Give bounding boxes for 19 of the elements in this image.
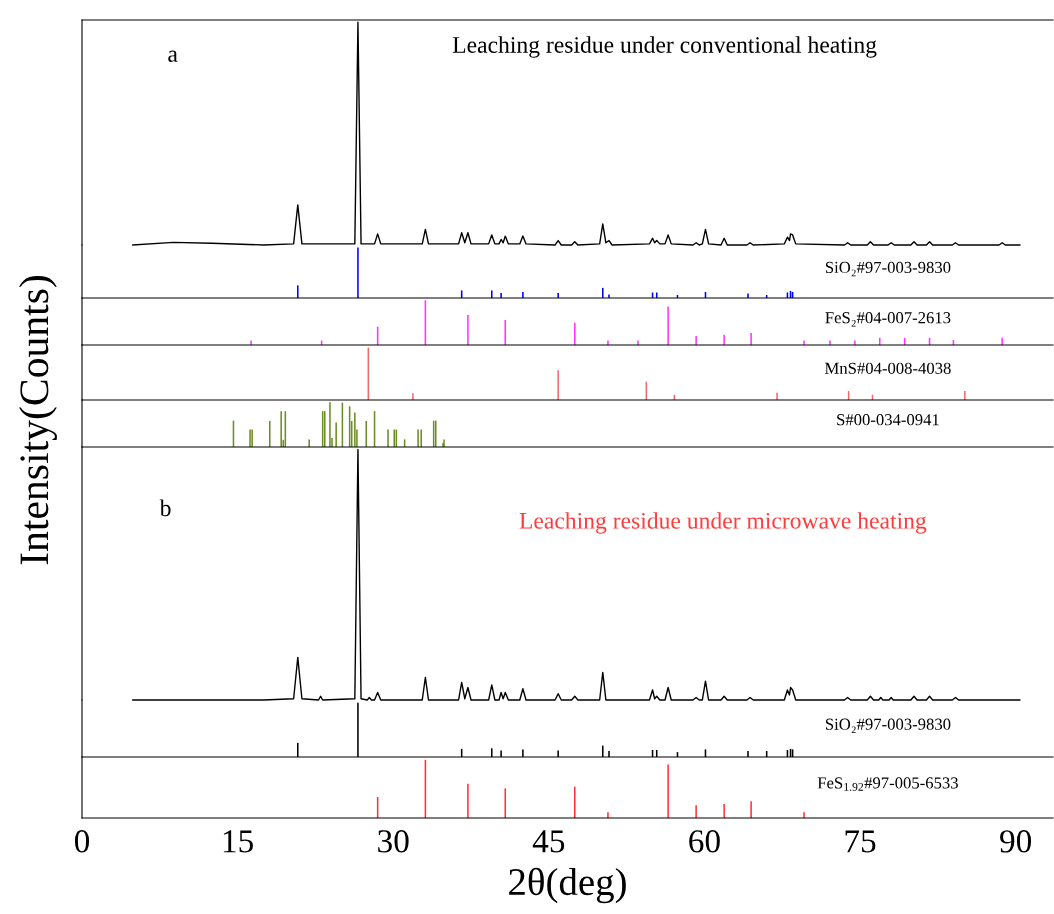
x-tick-label: 45 — [532, 830, 565, 853]
x-tick-label: 75 — [845, 830, 876, 853]
x-tick-label: 30 — [378, 830, 409, 853]
x-tick-label: 15 — [223, 830, 253, 853]
x-tick-label: 90 — [1000, 830, 1032, 853]
series-label: FeS$_{1.92}$#97-005-6533 — [817, 777, 958, 791]
series-label: FeS₂#04-007-2613 — [825, 312, 951, 327]
text: S#00-034-0941 — [837, 414, 939, 426]
annotation: a — [168, 50, 178, 62]
text: SiO₂#97-003-9830 — [825, 261, 951, 277]
x-axis-title: 2θ(deg) — [509, 867, 626, 904]
text: Leaching residue under conventional heating — [452, 36, 877, 58]
series-label: MnS#04-008-4038 — [824, 362, 951, 374]
annotation: b — [159, 499, 171, 517]
x-tick-label: 60 — [689, 830, 720, 853]
x-tick-label: 0 — [74, 830, 90, 853]
text: SiO₂#97-003-9830 — [825, 718, 951, 734]
y-axis-title: Intensity(Counts) — [19, 276, 57, 565]
text: Leaching residue under microwave heating — [519, 512, 927, 534]
